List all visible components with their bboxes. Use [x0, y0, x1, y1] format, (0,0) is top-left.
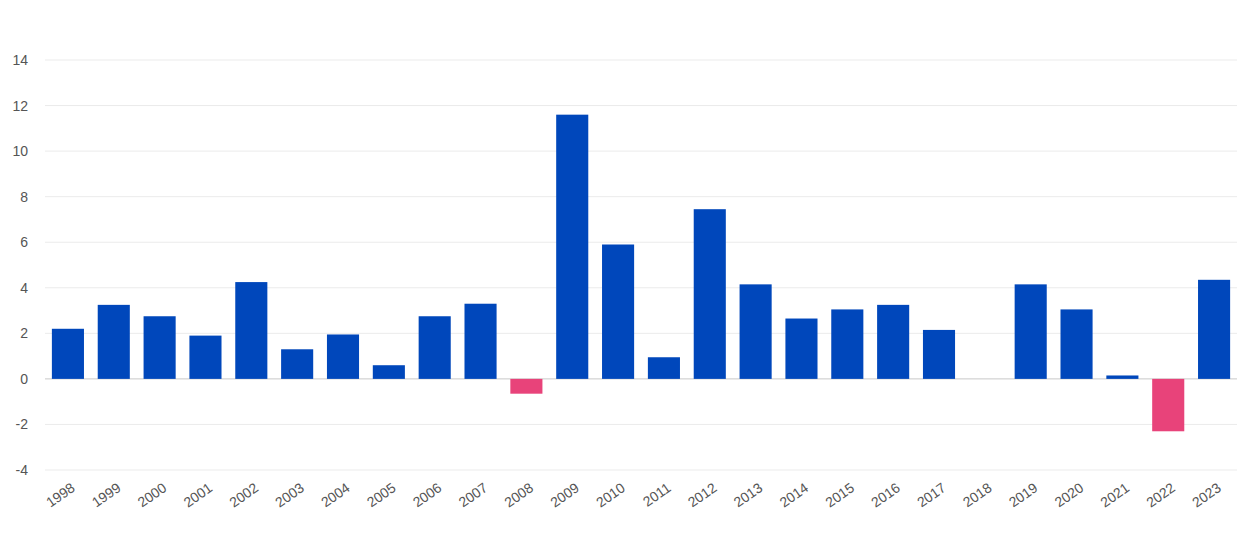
x-tick-label: 1998 [43, 479, 78, 510]
x-tick-label: 2006 [410, 479, 445, 510]
bar [877, 305, 909, 379]
grid-line [45, 378, 1237, 379]
grid-line [45, 470, 1237, 471]
y-tick-label: 2 [20, 325, 28, 341]
x-tick-label: 2003 [272, 479, 307, 510]
bar [1015, 284, 1047, 379]
bar [281, 349, 313, 379]
bar [189, 336, 221, 379]
bar [1106, 375, 1138, 378]
x-tick-label: 2020 [1052, 479, 1087, 510]
bar [510, 379, 542, 394]
x-tick-label: 1999 [89, 479, 124, 510]
y-tick-label: 8 [20, 189, 28, 205]
grid-line [45, 424, 1237, 425]
bar [602, 245, 634, 379]
grid-line [45, 287, 1237, 288]
x-tick-label: 2015 [822, 479, 857, 510]
x-tick-label: 2022 [1143, 479, 1178, 510]
x-tick-label: 2002 [226, 479, 261, 510]
grid-line [45, 105, 1237, 106]
y-tick-labels: -4 -2 0 2 4 6 8 10 12 14 [12, 52, 28, 478]
bar [98, 305, 130, 379]
bars [52, 115, 1230, 432]
grid-line [45, 242, 1237, 243]
x-tick-label: 2009 [547, 479, 582, 510]
bar [144, 316, 176, 379]
grid-line [45, 60, 1237, 61]
y-tick-label: 12 [12, 98, 28, 114]
bar [1152, 379, 1184, 431]
bar [969, 378, 1001, 379]
bar [373, 365, 405, 379]
bar [1198, 280, 1230, 379]
x-tick-label: 2000 [135, 479, 170, 510]
x-tick-label: 2023 [1189, 479, 1224, 510]
grid-line [45, 151, 1237, 152]
y-tick-label: 0 [20, 371, 28, 387]
bar [923, 330, 955, 379]
x-tick-labels: 1998 1999 2000 2001 2002 2003 2004 2005 2006 2007… [43, 479, 1224, 510]
bar [419, 316, 451, 379]
x-tick-label: 2004 [318, 479, 353, 510]
bar [327, 334, 359, 378]
x-tick-label: 2013 [731, 479, 766, 510]
chart-svg: -4 -2 0 2 4 6 8 10 12 14 1998 1999 2000 2001 2002 2003 2… [0, 0, 1260, 552]
y-tick-label: 4 [20, 280, 28, 296]
bar [235, 282, 267, 379]
y-tick-label: -4 [16, 462, 29, 478]
bar [785, 319, 817, 379]
grid [45, 60, 1237, 470]
bar [52, 329, 84, 379]
x-tick-label: 2007 [456, 479, 491, 510]
y-tick-label: -2 [16, 416, 29, 432]
y-tick-label: 14 [12, 52, 28, 68]
bar [556, 115, 588, 379]
x-tick-label: 2010 [593, 479, 628, 510]
bar [464, 304, 496, 379]
x-tick-label: 2001 [180, 479, 215, 510]
x-tick-label: 2005 [364, 479, 399, 510]
x-tick-label: 2008 [501, 479, 536, 510]
bar [694, 209, 726, 379]
x-tick-label: 2021 [1097, 479, 1132, 510]
x-tick-label: 2016 [868, 479, 903, 510]
x-tick-label: 2019 [1006, 479, 1041, 510]
bar [648, 357, 680, 379]
grid-line [45, 196, 1237, 197]
x-tick-label: 2012 [685, 479, 720, 510]
bar [831, 309, 863, 378]
y-tick-label: 6 [20, 234, 28, 250]
x-tick-label: 2018 [960, 479, 995, 510]
bar [740, 284, 772, 379]
y-tick-label: 10 [12, 143, 28, 159]
chart-container: -4 -2 0 2 4 6 8 10 12 14 1998 1999 2000 2001 2002 2003 2… [0, 0, 1260, 552]
x-tick-label: 2017 [914, 479, 949, 510]
grid-line [45, 333, 1237, 334]
bar [1060, 309, 1092, 378]
x-tick-label: 2011 [640, 479, 674, 509]
x-tick-label: 2014 [776, 479, 811, 510]
